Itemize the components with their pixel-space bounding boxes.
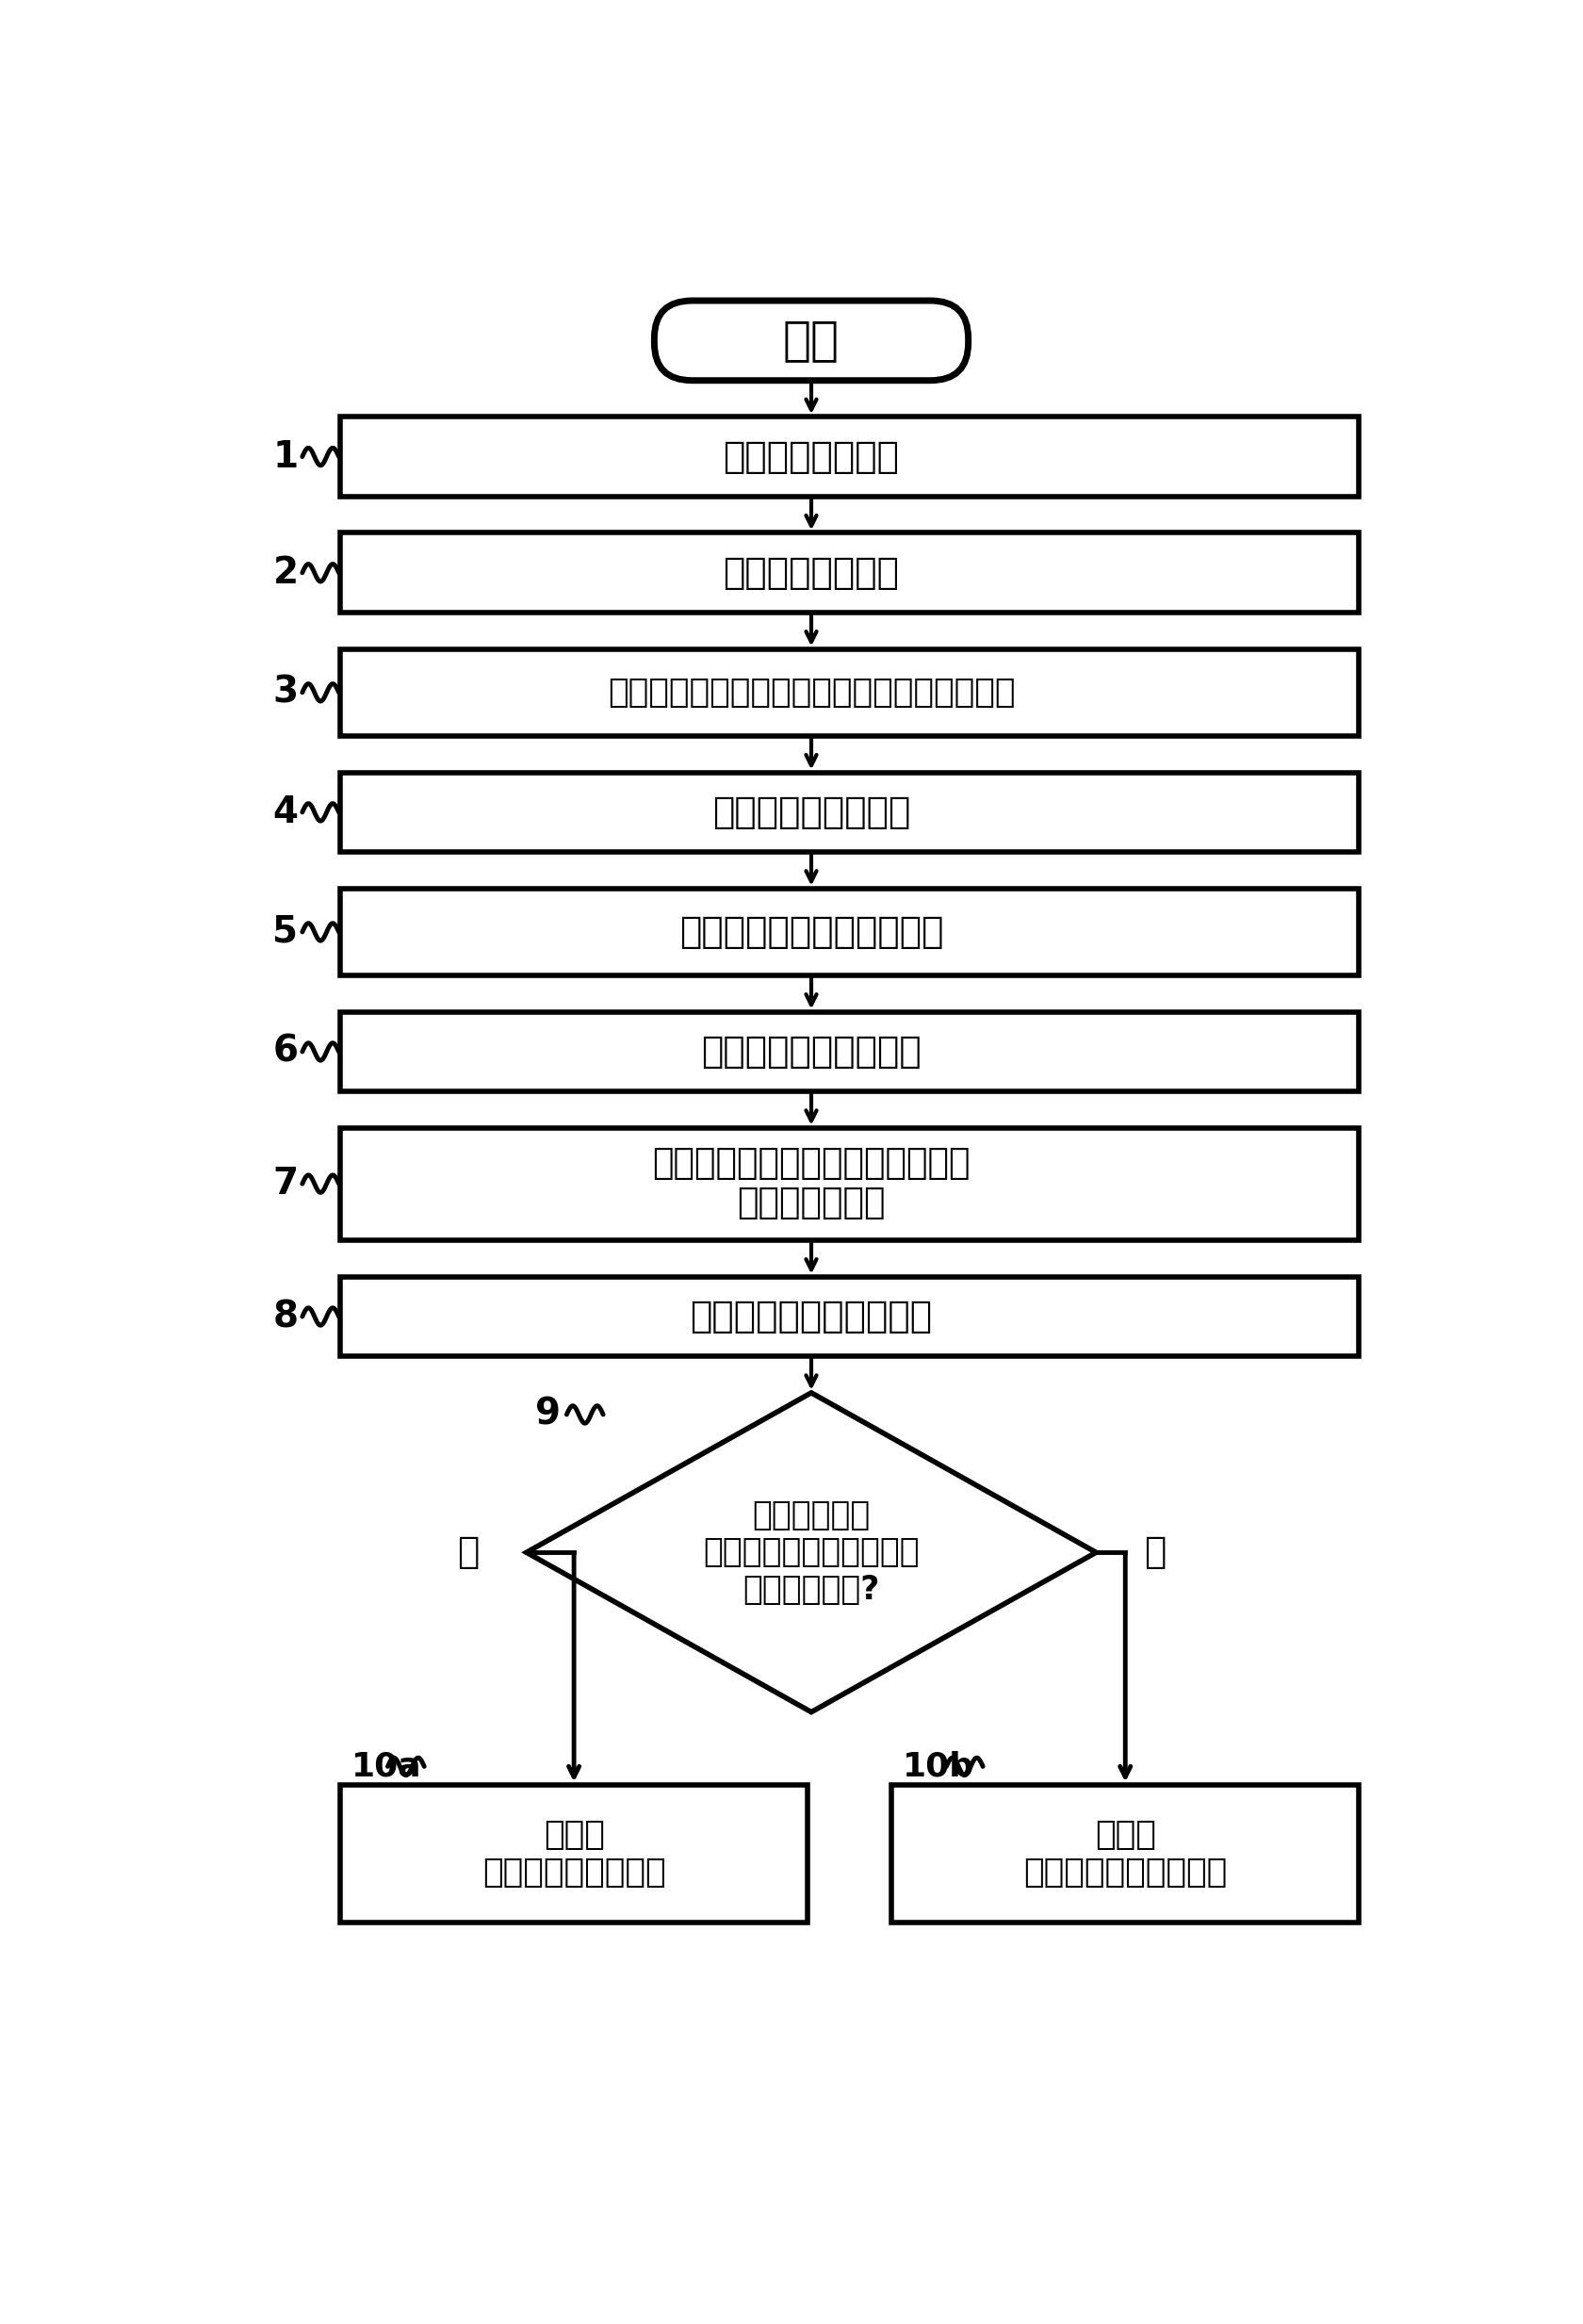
Text: 开始: 开始 bbox=[784, 318, 839, 363]
Bar bbox=[891, 1785, 1358, 1922]
Bar bbox=[340, 648, 1358, 737]
Polygon shape bbox=[527, 1392, 1095, 1713]
Text: 4: 4 bbox=[272, 795, 298, 830]
Text: 用洗涤溶液润湿部件的表面: 用洗涤溶液润湿部件的表面 bbox=[679, 913, 943, 951]
Bar bbox=[340, 1276, 1358, 1357]
Text: 由水制备参比溶液: 由水制备参比溶液 bbox=[723, 555, 899, 590]
FancyBboxPatch shape bbox=[654, 300, 969, 381]
Text: 否: 否 bbox=[1143, 1534, 1165, 1571]
Text: 由水制备基础溶液: 由水制备基础溶液 bbox=[723, 439, 899, 474]
Bar bbox=[340, 1011, 1358, 1092]
Text: 6: 6 bbox=[272, 1034, 298, 1069]
Text: 证据：
在部件上不存在润滑剑: 证据： 在部件上不存在润滑剑 bbox=[1024, 1820, 1227, 1887]
Text: 用洗涤溶液填充部件: 用洗涤溶液填充部件 bbox=[712, 795, 910, 830]
Bar bbox=[340, 888, 1358, 976]
Text: 通过将溶剑加入到基础溶液中而制备洗涤溶液: 通过将溶剑加入到基础溶液中而制备洗涤溶液 bbox=[608, 676, 1015, 709]
Text: 比较试验溶液和参比溶液: 比较试验溶液和参比溶液 bbox=[690, 1299, 932, 1334]
Text: 1: 1 bbox=[272, 439, 298, 474]
Text: 在洗涤溶液与
基础溶液之间的混合区中
是否出现混浊?: 在洗涤溶液与 基础溶液之间的混合区中 是否出现混浊? bbox=[703, 1499, 920, 1606]
Text: 8: 8 bbox=[272, 1299, 298, 1334]
Text: 从部件中排出洗涤溶液: 从部件中排出洗涤溶液 bbox=[701, 1034, 921, 1069]
Bar bbox=[340, 1127, 1358, 1241]
Text: 2: 2 bbox=[272, 555, 298, 590]
Text: 7: 7 bbox=[272, 1167, 298, 1202]
Bar bbox=[340, 532, 1358, 614]
Text: 9: 9 bbox=[535, 1397, 560, 1432]
Text: 3: 3 bbox=[272, 674, 298, 711]
Text: 是: 是 bbox=[457, 1534, 480, 1571]
Text: 10a: 10a bbox=[351, 1750, 421, 1783]
Bar bbox=[340, 1785, 807, 1922]
Text: 5: 5 bbox=[272, 913, 298, 951]
Text: 10b: 10b bbox=[902, 1750, 974, 1783]
Text: 通过将洗涤溶液加入到基础溶液中
而制备试验溶液: 通过将洗涤溶液加入到基础溶液中 而制备试验溶液 bbox=[652, 1148, 970, 1220]
Text: 证据：
在部件上存在润滑剑: 证据： 在部件上存在润滑剑 bbox=[483, 1820, 665, 1887]
Bar bbox=[340, 772, 1358, 853]
Bar bbox=[340, 416, 1358, 497]
